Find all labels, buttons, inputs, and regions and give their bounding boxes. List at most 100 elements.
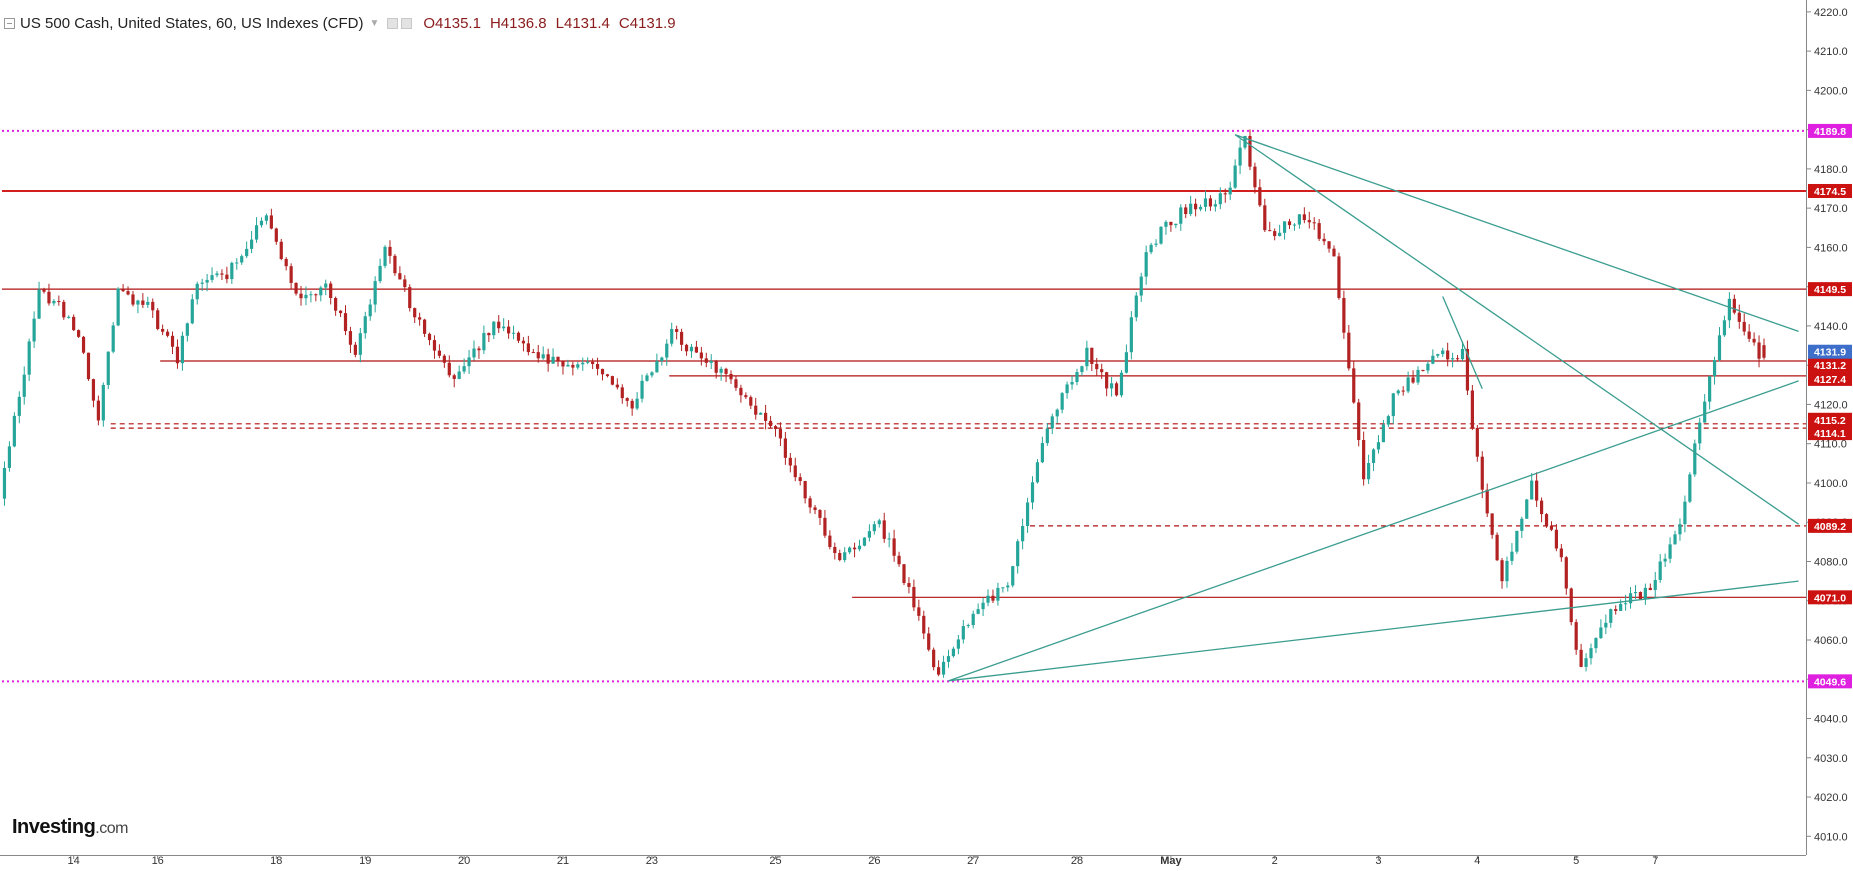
level-label: 4114.1 [1814,428,1846,440]
level-label: 4089.2 [1814,521,1846,533]
candle-body [1732,298,1736,313]
candle-body [324,283,328,288]
candle-body [329,283,333,298]
x-tick-label: 20 [458,855,470,866]
candle-body [111,325,115,352]
candle-body [1490,513,1494,535]
candle-body [1609,609,1613,623]
x-tick-label: 28 [1071,855,1083,866]
y-tick-label: 4030.0 [1814,753,1848,765]
candle-body [1416,369,1420,383]
x-tick-label: 3 [1375,855,1381,866]
chevron-down-icon[interactable]: ▼ [369,17,380,29]
level-label-bg [1808,674,1852,689]
candle-body [1554,529,1559,549]
candle-body [1712,360,1717,377]
candle-body [1480,456,1484,490]
level-label-bg [1808,590,1852,605]
candle-body [72,316,76,331]
candle-body [1485,489,1489,514]
candle-body [1060,393,1064,410]
candle-body [1579,649,1583,667]
y-tick-label: 4140.0 [1814,321,1848,333]
candle-body [22,374,26,397]
candle-body [1693,443,1697,475]
candle-body [803,481,807,499]
candle-body [220,273,224,275]
candle-body [744,395,748,398]
y-tick-label: 4180.0 [1814,164,1848,176]
level-label-bg [1808,412,1852,427]
candle-body [1717,335,1722,361]
candle-body [91,379,96,401]
candle-body [1762,345,1766,358]
candle-body [348,331,353,345]
candle-body [32,318,36,342]
candle-body [823,517,827,536]
candle-body [1312,222,1316,224]
x-tick-label: 21 [557,855,569,866]
candle-body [294,282,298,294]
candle-body [729,373,733,380]
low-value: L4131.4 [555,14,610,32]
candle-body [1100,369,1104,373]
candle-body [1040,443,1044,463]
candle-body [245,248,249,257]
candle-body [521,340,526,344]
candle-body [1698,422,1702,444]
candle-body [1559,548,1563,558]
trendlines [948,134,1799,682]
settings-icon[interactable] [401,17,413,29]
close-value: C4131.9 [618,14,676,32]
candle-body [12,415,16,447]
candle-body [1268,230,1272,232]
candle-body [1021,526,1025,542]
candle-body [27,341,31,375]
candle-body [778,429,783,439]
y-tick-label: 4120.0 [1814,399,1848,411]
candle-body [551,356,555,364]
candle-body [615,384,619,388]
candle-body [1727,298,1731,321]
collapse-icon[interactable] [4,17,15,29]
candle-body [932,649,936,668]
visibility-icon[interactable] [387,17,399,29]
candle-body [1614,609,1618,611]
y-tick-label: 4100.0 [1814,478,1848,490]
candle-body [338,310,343,314]
candle-body [1376,442,1381,450]
candle-body [625,398,629,401]
candle-body [892,538,896,556]
candle-body [749,397,753,406]
candle-body [1233,165,1237,188]
candle-body [936,667,941,675]
candle-body [230,262,234,280]
candle-body [526,343,530,353]
level-label: 4115.2 [1814,415,1846,427]
candle-body [1248,136,1252,167]
x-tick-label: 25 [769,855,781,866]
candle-body [902,564,906,584]
symbol-title[interactable]: US 500 Cash, United States, 60, US Index… [20,14,364,32]
candle-body [343,313,348,332]
candle-body [136,300,140,305]
candle-body [319,287,323,296]
candle-body [1475,427,1479,457]
candle-body [546,354,550,364]
candle-body [1347,332,1351,369]
candle-body [595,364,600,369]
ohlc-readout: O4135.1 H4136.8 L4131.4 C4131.9 [423,15,684,32]
candle-body [719,368,723,373]
candle-body [106,351,110,385]
candle-body [1539,500,1544,515]
candle-body [1253,166,1257,188]
candle-body [838,553,842,561]
candle-body [1238,147,1242,166]
candle-body [1564,557,1568,589]
candle-body [1391,393,1395,417]
candle-body [1213,204,1217,207]
candle-body [1149,244,1153,253]
x-tick-label: May [1160,855,1182,866]
